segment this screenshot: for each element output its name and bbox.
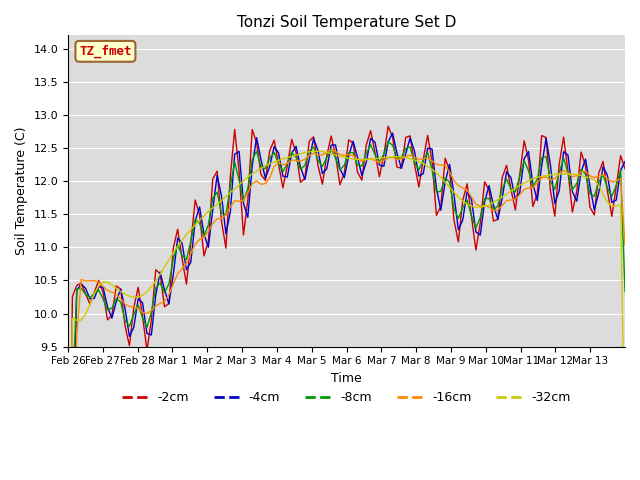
- -32cm: [314, 148, 322, 154]
- -2cm: [354, 169, 362, 175]
- -32cm: [621, 459, 629, 465]
- Line: -8cm: -8cm: [68, 142, 625, 480]
- Line: -32cm: -32cm: [68, 151, 625, 480]
- -16cm: [547, 177, 554, 183]
- -2cm: [547, 188, 554, 193]
- -16cm: [599, 172, 607, 178]
- -4cm: [599, 164, 607, 169]
- -8cm: [354, 162, 362, 168]
- -8cm: [599, 172, 607, 178]
- Line: -16cm: -16cm: [68, 150, 625, 480]
- Legend: -2cm, -4cm, -8cm, -16cm, -32cm: -2cm, -4cm, -8cm, -16cm, -32cm: [117, 386, 576, 409]
- -8cm: [547, 179, 554, 184]
- -4cm: [354, 154, 362, 160]
- -4cm: [621, 159, 629, 165]
- -16cm: [270, 164, 278, 169]
- -16cm: [292, 157, 300, 163]
- -32cm: [200, 213, 208, 218]
- -8cm: [385, 139, 392, 144]
- -32cm: [292, 153, 300, 158]
- -8cm: [292, 155, 300, 160]
- -8cm: [270, 150, 278, 156]
- -8cm: [200, 233, 208, 239]
- -16cm: [200, 235, 208, 240]
- -2cm: [621, 166, 629, 172]
- -32cm: [358, 156, 365, 162]
- Title: Tonzi Soil Temperature Set D: Tonzi Soil Temperature Set D: [237, 15, 456, 30]
- -4cm: [270, 144, 278, 149]
- Line: -4cm: -4cm: [68, 133, 625, 480]
- -2cm: [385, 123, 392, 129]
- -32cm: [270, 159, 278, 165]
- -16cm: [621, 243, 629, 249]
- -4cm: [388, 130, 396, 136]
- -32cm: [547, 172, 554, 178]
- -2cm: [599, 158, 607, 164]
- -4cm: [547, 162, 554, 168]
- -2cm: [292, 150, 300, 156]
- -16cm: [358, 158, 365, 164]
- -2cm: [270, 137, 278, 143]
- -8cm: [621, 289, 629, 295]
- -2cm: [200, 253, 208, 259]
- -32cm: [599, 192, 607, 197]
- Y-axis label: Soil Temperature (C): Soil Temperature (C): [15, 127, 28, 255]
- -4cm: [200, 231, 208, 237]
- Text: TZ_fmet: TZ_fmet: [79, 45, 132, 58]
- -16cm: [327, 147, 335, 153]
- X-axis label: Time: Time: [331, 372, 362, 385]
- -4cm: [292, 144, 300, 149]
- Line: -2cm: -2cm: [68, 126, 625, 480]
